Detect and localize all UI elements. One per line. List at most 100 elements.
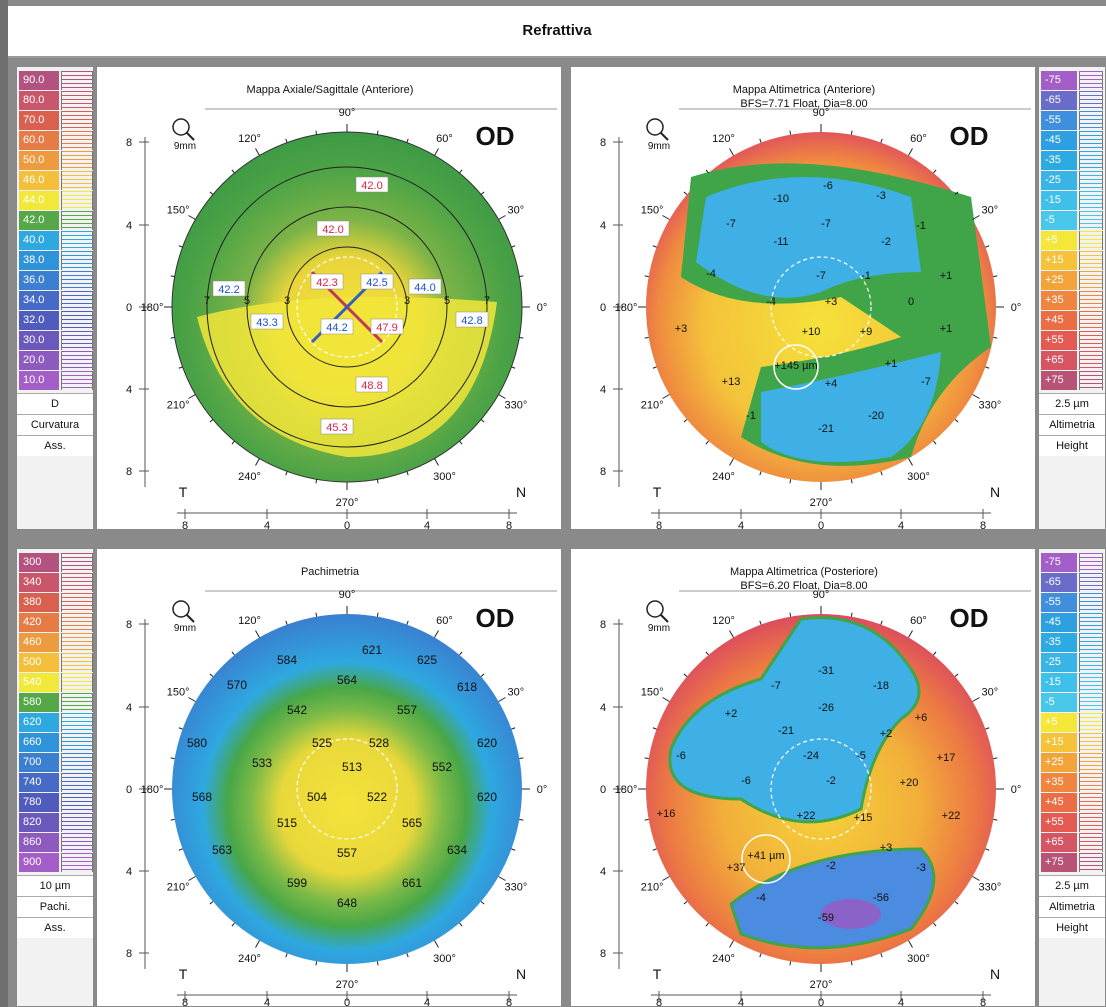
scale-swatch: 42.0 [19,211,59,230]
pupil-circle [296,738,398,840]
eye-label: OD [476,603,515,633]
scale-swatch: -65 [1041,91,1077,110]
zoom-icon[interactable] [186,132,195,141]
scale-caption-unit: D [17,393,93,414]
x-tick-label: 8 [656,997,662,1007]
scale-swatch: -15 [1041,191,1077,210]
title-bar: Refrattiva [8,6,1106,58]
scale-swatch: +5 [1041,713,1077,732]
angle-label: 270° [810,979,833,991]
angle-label: 180° [141,784,164,796]
pachymetry-scale[interactable]: 300 340 380 420 460 500 540 580 620 660 700 740 780 8… [16,548,94,1007]
scale-swatch: 420 [19,613,59,632]
scale-swatch: 660 [19,733,59,752]
y-tick-label: 4 [126,384,132,396]
keratometry-value: 48.8 [361,380,382,392]
scale-swatch: 900 [19,853,59,872]
zoom-icon[interactable] [172,118,190,136]
angle-label: 300° [907,953,930,965]
zoom-label: 9mm [648,141,670,152]
pachymetry-panel[interactable]: Pachimetria 8 4 0 4 8 8 4 0 4 8 90° 120° 60° 150° 30° 18… [96,548,562,1007]
elevation-value: +3 [880,842,893,854]
curvature-scale[interactable]: 90.0 80.0 70.0 60.0 50.0 46.0 44.0 42.0 40.0 38.0… [16,66,94,530]
angle-label: 330° [504,882,527,894]
elevation-value: +9 [860,326,873,338]
keratometry-value: 42.3 [316,277,337,289]
angle-label: 210° [167,882,190,894]
thickness-value: 542 [287,703,307,717]
scale-swatch: +25 [1041,753,1077,772]
angle-label: 30° [982,205,999,217]
ring-label: 7 [204,295,210,307]
scale-ticks [61,593,93,612]
map-disk[interactable] [172,614,522,964]
y-tick-label: 4 [126,702,132,714]
thickness-value: 528 [369,736,389,750]
thinnest-point-marker [741,834,791,884]
scale-ticks [61,653,93,672]
scale-ticks [1079,813,1103,832]
scale-ticks [61,131,93,150]
scale-swatch: 38.0 [19,251,59,270]
zoom-icon[interactable] [660,132,669,141]
scale-swatch: -45 [1041,613,1077,632]
anterior-height-scale[interactable]: -75 -65 -55 -45 -35 -25 -15 -5 +5 +15 +25 +35 +45 +55… [1038,66,1106,530]
elevation-value: -7 [921,376,931,388]
elevation-value: -1 [916,220,926,232]
thickness-value: 525 [312,736,332,750]
y-tick-label: 8 [126,619,132,631]
keratometry-value: 42.0 [361,180,382,192]
angle-label: 90° [813,107,830,119]
posterior-height-scale[interactable]: -75 -65 -55 -45 -35 -25 -15 -5 +5 +15 +25 +35 +45 +55… [1038,548,1106,1007]
thickness-value: 515 [277,816,297,830]
ring-label: 7 [484,295,490,307]
temporal-label: T [653,484,662,500]
keratometry-box [408,278,442,295]
thickness-value: 661 [402,876,422,890]
scale-ticks [61,613,93,632]
elevation-value: +2 [725,708,738,720]
zoom-icon[interactable] [646,118,664,136]
zoom-icon[interactable] [660,614,669,623]
angle-label: 330° [504,400,527,412]
scale-caption-cap2: Ass. [17,917,93,938]
elevation-value: +1 [940,323,953,335]
scale-caption-unit: 2.5 µm [1039,875,1105,896]
scale-ticks [61,311,93,330]
scale-swatch: +15 [1041,733,1077,752]
scale-swatch: 740 [19,773,59,792]
zoom-icon[interactable] [186,614,195,623]
keratometry-value: 44.2 [326,322,347,334]
posterior-elevation-panel[interactable]: Mappa Altimetrica (Posteriore) BFS=6.20 F… [570,548,1036,1007]
elevation-value: -6 [676,750,686,762]
nasal-label: N [516,966,526,982]
x-tick-label: 8 [980,997,986,1007]
keratometry-value: 44.0 [414,282,435,294]
scale-caption-unit: 10 µm [17,875,93,896]
anterior-elevation-panel[interactable]: Mappa Altimetrica (Anteriore) BFS=7.71 Fl… [570,66,1036,530]
elevation-value: -26 [818,702,834,714]
panel-subtitle: BFS=6.20 Float, Dia=8.00 [740,580,867,592]
elevation-value: -31 [818,665,834,677]
angle-label: 150° [167,687,190,699]
elevation-value: -6 [741,775,751,787]
elevation-value: +145 µm [774,360,817,372]
angle-label: 150° [641,205,664,217]
x-tick-label: 4 [898,997,904,1007]
thickness-value: 564 [337,673,357,687]
elevation-value: -7 [771,680,781,692]
scale-swatch: -45 [1041,131,1077,150]
axial-map-panel[interactable]: Mappa Axiale/Sagittale (Anteriore) 8 4 0 4 8 8… [96,66,562,530]
y-tick-label: 8 [126,466,132,478]
zoom-icon[interactable] [172,600,190,618]
angle-label: 90° [813,589,830,601]
scale-swatch: 460 [19,633,59,652]
zoom-icon[interactable] [646,600,664,618]
scale-swatch: 36.0 [19,271,59,290]
scale-ticks [61,151,93,170]
scale-ticks [61,813,93,832]
scale-ticks [61,71,93,90]
angle-label: 60° [436,133,453,145]
scale-caption-cap1: Pachi. [17,896,93,917]
elevation-value: +3 [675,323,688,335]
